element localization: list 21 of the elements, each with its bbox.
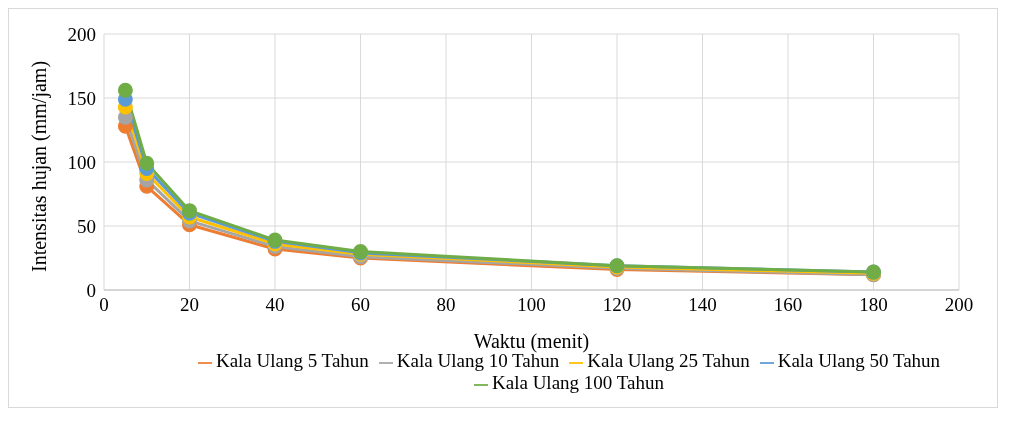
legend-label: Kala Ulang 5 Tahun (215, 350, 369, 371)
legend-label: Kala Ulang 25 Tahun (587, 350, 750, 371)
x-tick-label: 120 (602, 294, 632, 316)
x-tick-label: 200 (944, 294, 974, 316)
x-tick-label: 160 (773, 294, 803, 316)
y-axis-title: Intensitas hujan (mm/jam) (28, 60, 52, 272)
y-tick-label: 100 (67, 151, 96, 173)
x-tick-label: 140 (688, 294, 717, 316)
x-tick-label: 180 (859, 294, 888, 316)
y-tick-label: 50 (77, 215, 96, 237)
y-tick-label: 150 (67, 87, 96, 109)
x-tick-label: 100 (517, 294, 546, 316)
x-tick-label: 80 (436, 294, 456, 316)
y-tick-label: 200 (67, 23, 96, 45)
legend-label: Kala Ulang 50 Tahun (777, 350, 941, 371)
x-tick-label: 40 (265, 294, 285, 316)
legend-label: Kala Ulang 100 Tahun (492, 372, 664, 393)
x-axis-title: Waktu (menit) (473, 330, 590, 353)
x-tick-label: 60 (351, 294, 370, 316)
y-tick-label: 0 (86, 279, 96, 301)
x-tick-label: 20 (180, 294, 199, 316)
